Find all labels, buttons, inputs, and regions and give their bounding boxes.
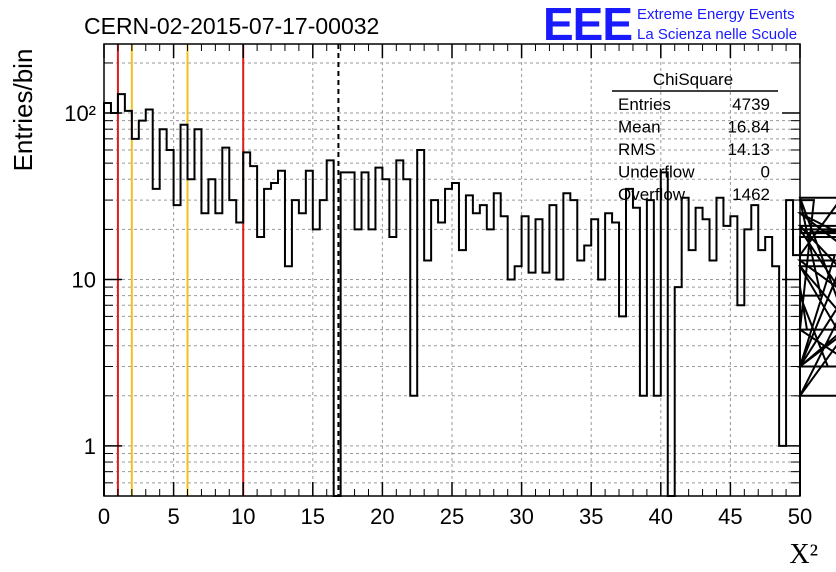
x-tick-label: 20 <box>370 504 394 529</box>
logo-line-2: La Scienza nelle Scuole <box>637 26 797 43</box>
x-axis-label: X² <box>789 539 818 570</box>
marker-lines <box>116 44 340 496</box>
grid-lines <box>104 44 800 496</box>
stats-title: ChiSquare <box>653 70 733 89</box>
chart-title: CERN-02-2015-07-17-00032 <box>84 13 379 39</box>
logo-line-1: Extreme Energy Events <box>637 6 795 23</box>
y-tick-label: 10 <box>72 267 96 292</box>
stats-value: 4739 <box>732 95 770 114</box>
stats-label: Mean <box>618 118 661 137</box>
stats-label: Overflow <box>618 185 686 204</box>
histogram-line <box>103 93 836 497</box>
stats-label: Entries <box>618 95 671 114</box>
x-tick-label: 40 <box>649 504 673 529</box>
stats-label: RMS <box>618 140 656 159</box>
x-tick-label: 0 <box>98 504 110 529</box>
stats-value: 14.13 <box>727 140 770 159</box>
stats-box: ChiSquare Entries 4739 Mean 16.84 RMS 14.13 Un… <box>612 70 778 204</box>
x-tick-label: 25 <box>440 504 464 529</box>
stats-label: Underflow <box>618 163 695 182</box>
stats-value: 16.84 <box>727 118 770 137</box>
x-tick-label: 5 <box>167 504 179 529</box>
eee-logo-text: EEE <box>543 0 632 50</box>
x-tick-label: 30 <box>509 504 533 529</box>
x-tick-label: 35 <box>579 504 603 529</box>
x-tick-label: 45 <box>718 504 742 529</box>
y-tick-label: 10² <box>64 101 96 126</box>
stats-value: 0 <box>761 163 770 182</box>
y-axis-label: Entries/bin <box>8 49 38 172</box>
x-axis-ticks: 0 5 10 15 20 25 30 35 40 45 50 <box>98 44 812 529</box>
x-tick-label: 50 <box>788 504 812 529</box>
y-axis-ticks: 1 10 10² <box>64 62 800 484</box>
x-tick-label: 10 <box>231 504 255 529</box>
x-tick-label: 15 <box>301 504 325 529</box>
stats-value: 1462 <box>732 185 770 204</box>
eee-logo: EEE Extreme Energy Events La Scienza nel… <box>543 0 797 50</box>
y-tick-label: 1 <box>84 434 96 459</box>
